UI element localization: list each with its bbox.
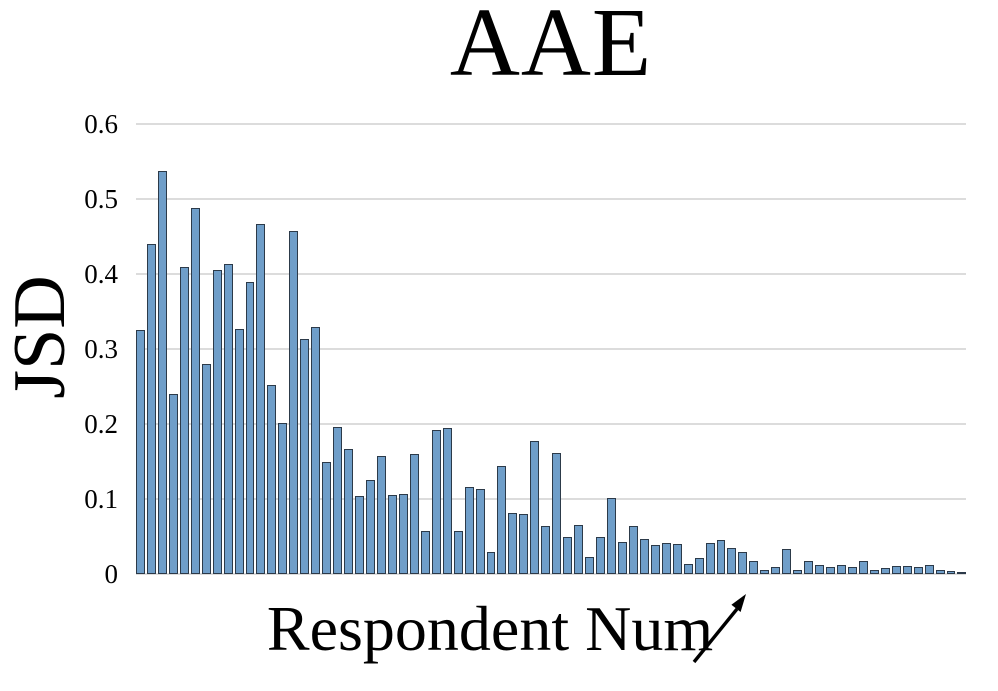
gridline	[136, 422, 966, 425]
bar	[464, 487, 474, 574]
bar	[683, 564, 693, 574]
bar	[168, 394, 178, 574]
bar	[355, 496, 365, 574]
bar	[650, 544, 660, 574]
bar	[563, 536, 573, 574]
bar	[453, 531, 463, 574]
bar	[245, 281, 255, 574]
bar	[344, 448, 354, 574]
bar	[672, 544, 682, 574]
bar	[694, 558, 704, 574]
bar	[716, 540, 726, 574]
bar	[606, 497, 616, 574]
bar	[902, 565, 912, 574]
gridline	[136, 272, 966, 275]
x-axis-title-text: Respondent Num	[266, 593, 714, 664]
bar	[815, 565, 825, 574]
gridline	[136, 348, 966, 350]
bar	[628, 526, 638, 574]
bar	[234, 328, 244, 574]
bar	[519, 514, 529, 574]
bar	[541, 526, 551, 574]
bar	[804, 560, 814, 574]
bar	[826, 566, 835, 574]
bar	[420, 531, 430, 574]
bar	[891, 565, 901, 574]
y-tick-label: 0.6	[84, 109, 118, 139]
bar	[639, 538, 649, 574]
bar	[760, 569, 770, 574]
bar	[869, 570, 879, 574]
plot-area	[136, 123, 967, 575]
bar	[847, 566, 857, 574]
bar	[223, 264, 233, 574]
bar	[146, 244, 156, 574]
bar	[530, 440, 540, 574]
bar	[738, 552, 748, 574]
bar	[322, 461, 332, 574]
up-right-arrow-icon	[692, 594, 746, 664]
bar	[190, 208, 200, 574]
bar	[837, 565, 846, 574]
bar	[924, 565, 934, 574]
bar	[617, 541, 627, 574]
bar	[727, 547, 737, 574]
bar	[300, 338, 310, 574]
bar	[278, 422, 288, 574]
bar	[705, 542, 715, 574]
bar	[858, 561, 868, 574]
bar	[552, 452, 562, 574]
bar	[442, 427, 452, 574]
bar	[376, 456, 386, 574]
x-axis-title: Respondent Num	[136, 592, 844, 666]
bar	[880, 568, 890, 574]
bar	[935, 569, 945, 574]
bar	[486, 551, 496, 574]
chart-title: AAE	[449, 0, 653, 96]
y-tick-label: 0.1	[84, 484, 118, 514]
bar	[179, 266, 189, 574]
bar	[333, 427, 343, 574]
bar	[256, 223, 266, 574]
bar	[782, 548, 792, 574]
bar	[409, 454, 419, 574]
y-tick-label: 0.5	[84, 184, 118, 214]
y-tick-label: 0.3	[84, 334, 118, 364]
y-tick-label: 0	[104, 559, 119, 589]
bar	[289, 230, 299, 574]
bar	[387, 495, 397, 574]
bar	[366, 479, 375, 574]
bar	[793, 569, 803, 574]
bar	[946, 571, 956, 574]
bar	[431, 430, 441, 574]
bar	[749, 561, 759, 574]
y-tick-label: 0.2	[84, 409, 118, 439]
bar	[497, 466, 507, 574]
bar	[136, 330, 145, 574]
gridline	[136, 573, 966, 575]
bar	[585, 556, 595, 574]
bar	[913, 567, 923, 574]
bar	[475, 488, 485, 574]
gridline	[136, 498, 966, 500]
bar-series	[136, 124, 967, 574]
bar	[212, 270, 222, 574]
bar	[771, 566, 781, 574]
bar	[661, 542, 671, 574]
bar	[267, 385, 277, 574]
bar	[596, 537, 605, 574]
bar	[157, 171, 167, 574]
gridline	[136, 123, 966, 125]
bar	[508, 512, 518, 574]
gridline	[136, 197, 966, 200]
bar	[957, 571, 967, 574]
y-tick-label: 0.4	[84, 259, 118, 289]
bar	[398, 493, 408, 574]
bar	[574, 524, 584, 574]
bar	[311, 326, 321, 574]
bar	[201, 364, 211, 574]
